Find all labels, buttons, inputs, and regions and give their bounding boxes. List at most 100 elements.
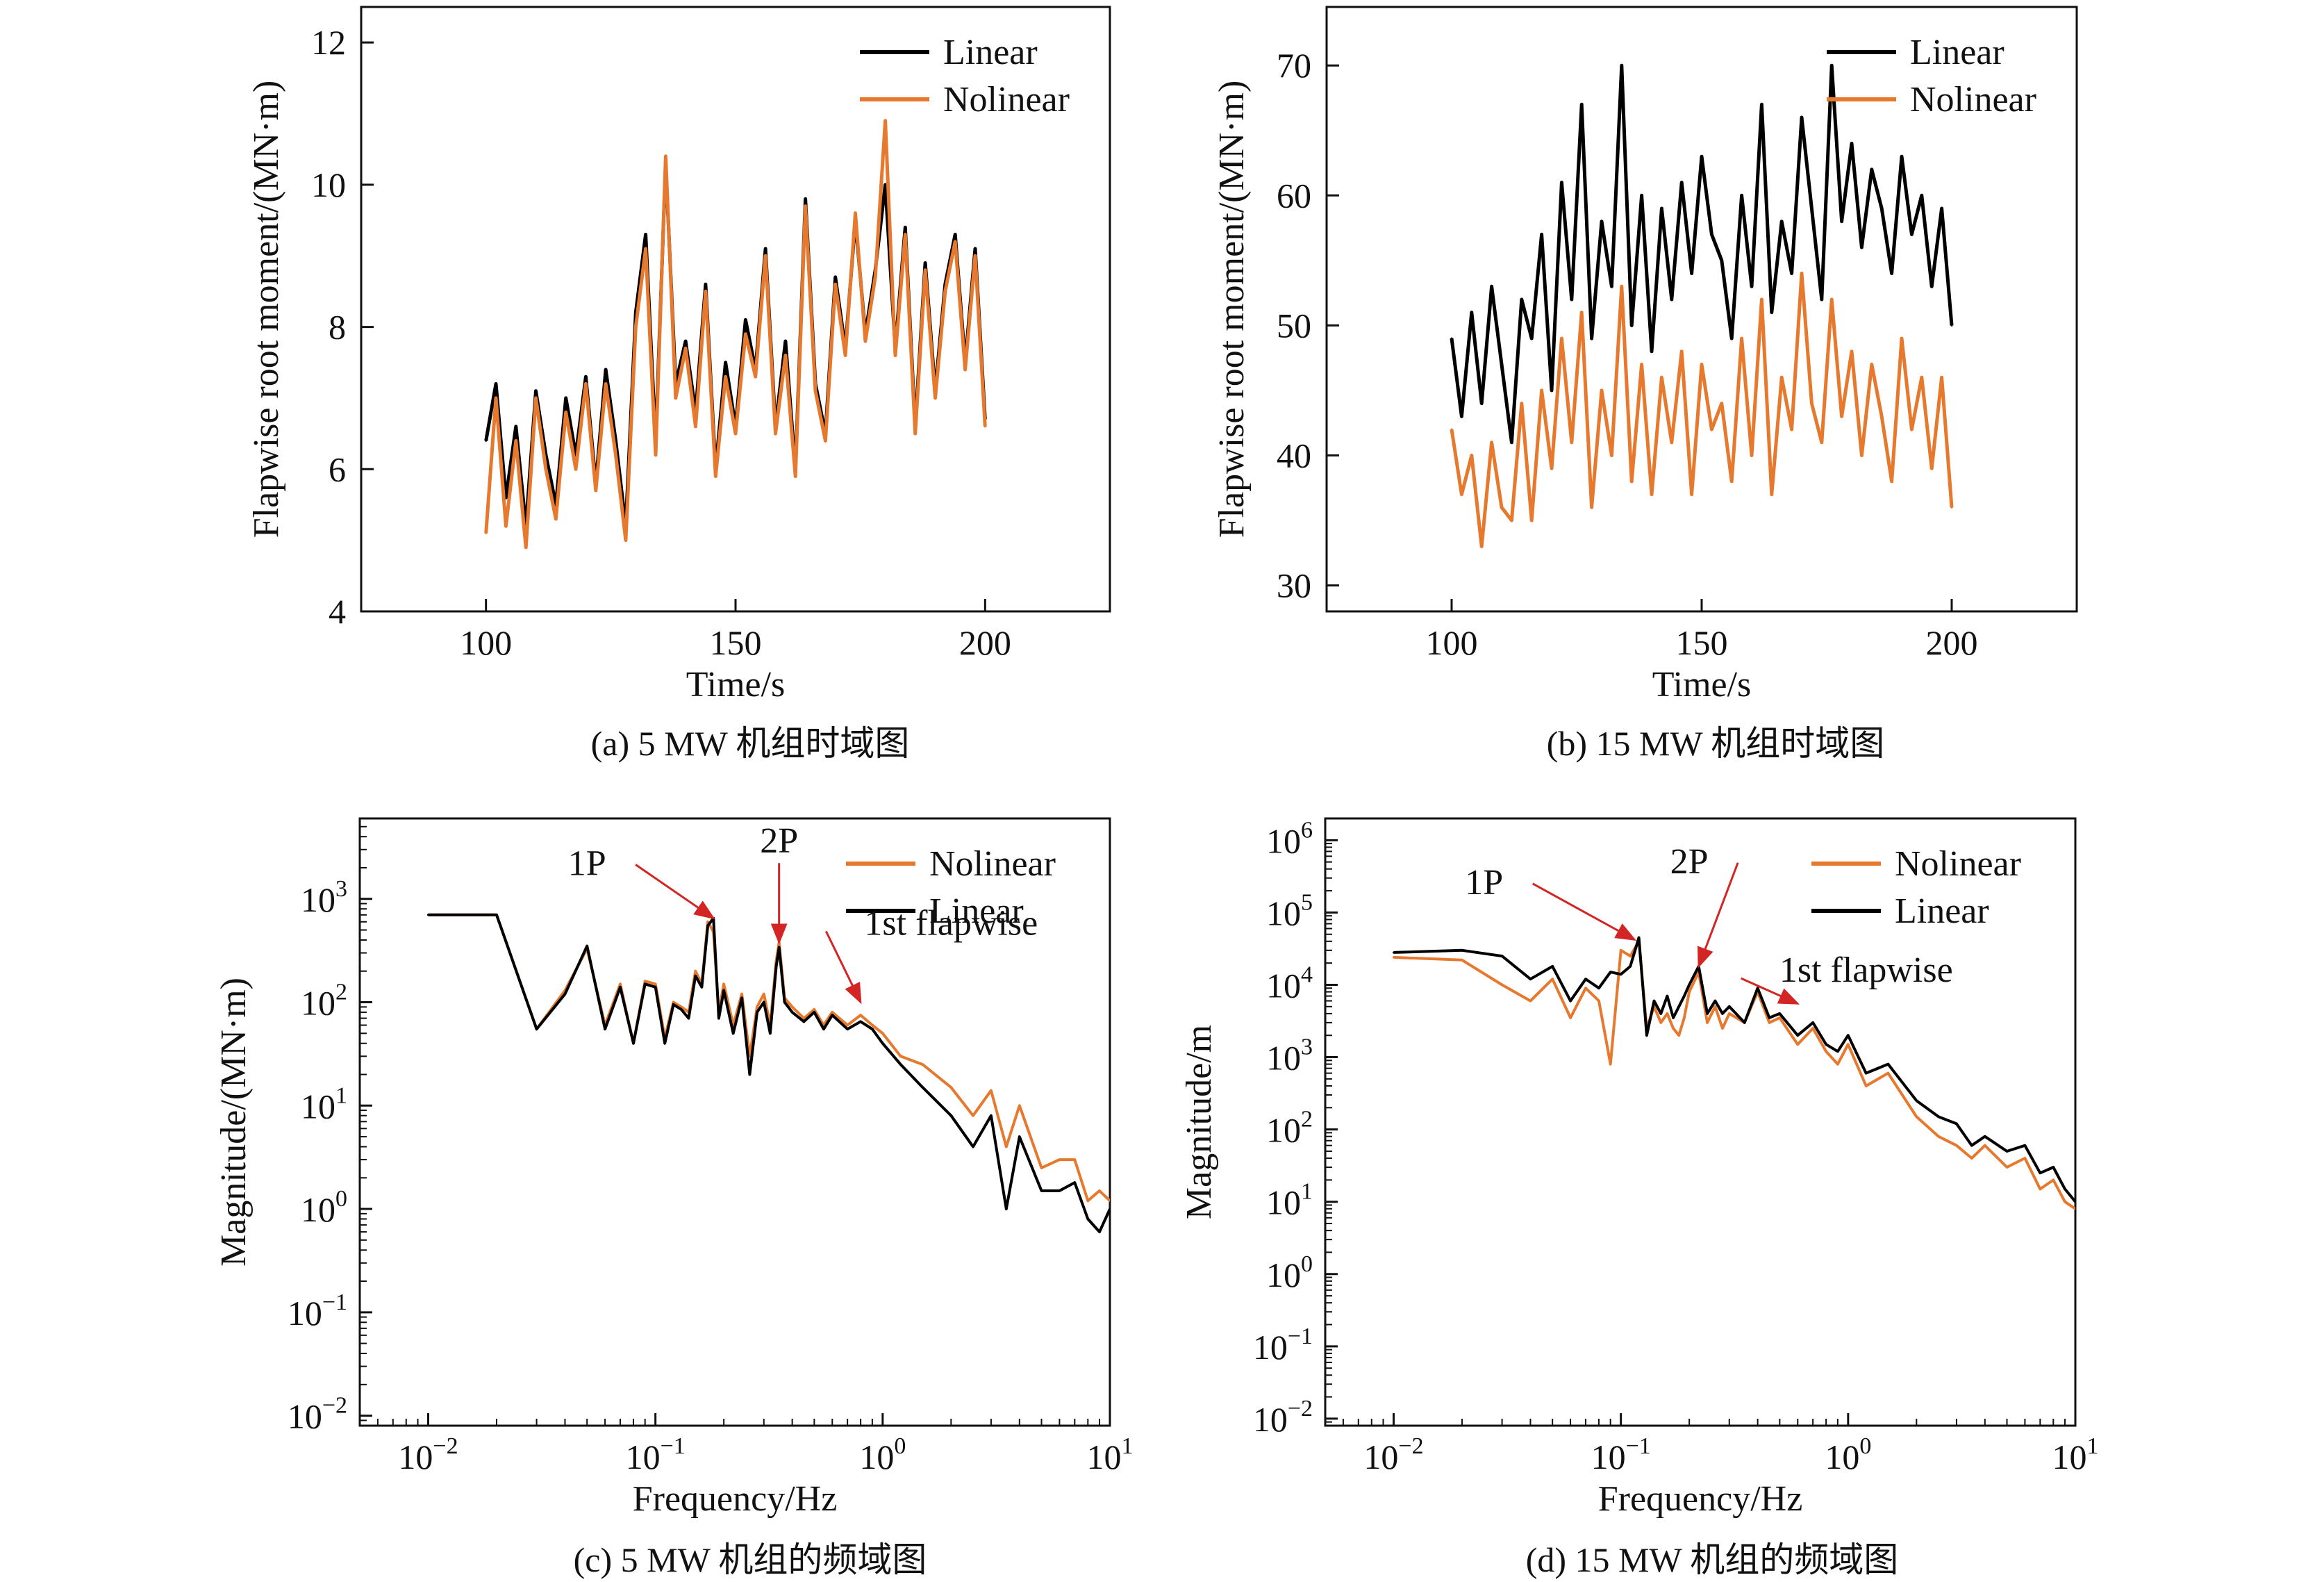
data-point-nolinear (1955, 1144, 1958, 1147)
x-axis-label: Frequency/Hz (633, 1479, 838, 1519)
y-tick-exp: 0 (1301, 1251, 1313, 1277)
data-point-linear (1501, 955, 1504, 957)
data-point-nolinear (2039, 1187, 2041, 1190)
data-point-linear (1666, 995, 1668, 998)
y-tick-label: 30 (1277, 566, 1311, 605)
x-tick-exp: −1 (1626, 1433, 1651, 1459)
caption-c: (c) 5 MW 机组的频域图 (573, 1540, 927, 1579)
data-point-nolinear (1570, 441, 1573, 444)
data-point-nolinear (921, 1063, 924, 1066)
data-point-nolinear (1659, 1021, 1662, 1024)
data-point-nolinear (1860, 454, 1863, 456)
data-point-nolinear (545, 468, 547, 470)
data-point-linear (1970, 1144, 1973, 1147)
data-point-linear (1530, 337, 1533, 340)
data-point-nolinear (871, 1024, 874, 1027)
y-tick-label: 104 (1266, 962, 1313, 1005)
data-point-nolinear (804, 205, 807, 208)
data-point-linear (1915, 1099, 1918, 1102)
series-line-nolinear (484, 119, 987, 550)
data-point-linear (1820, 298, 1823, 301)
data-point-nolinear (744, 333, 747, 336)
x-tick-label: 150 (1676, 623, 1728, 662)
data-point-linear (1109, 1208, 1110, 1210)
data-point-nolinear (859, 1014, 862, 1016)
data-point-nolinear (1850, 350, 1853, 353)
data-point-linear (1778, 1012, 1781, 1015)
data-point-linear (1480, 402, 1483, 405)
data-point-linear (732, 1032, 735, 1035)
data-point-nolinear (674, 397, 677, 399)
data-point-linear (740, 996, 743, 999)
data-point-linear (1780, 220, 1783, 223)
legend-b: Linear Nolinear (1827, 33, 2036, 120)
data-point-linear (1470, 311, 1473, 314)
data-point-nolinear (695, 425, 697, 428)
y-tick-base: 10 (288, 1397, 322, 1436)
data-point-linear (1741, 194, 1743, 197)
x-tick-exp: 0 (1859, 1433, 1871, 1459)
data-point-nolinear (1600, 389, 1603, 392)
y-tick-base: 10 (301, 1087, 335, 1126)
data-point-linear (1750, 285, 1753, 288)
y-axis-label: Flapwise root moment/(MN·m) (247, 81, 286, 538)
data-point-nolinear (672, 1001, 675, 1004)
data-point-linear (1659, 1012, 1662, 1015)
annotation-arrow (824, 930, 862, 1005)
x-axis-label: Frequency/Hz (1598, 1479, 1803, 1519)
data-point-nolinear (1691, 493, 1693, 496)
legend-d: Nolinear Linear (1811, 844, 2021, 931)
x-tick-label: 101 (2052, 1433, 2099, 1476)
data-point-nolinear (964, 368, 967, 371)
y-tick-base: 10 (1253, 1328, 1288, 1367)
annotations-c: 1P 2P 1st flapwise (568, 821, 1038, 1005)
series-group-a (484, 119, 987, 550)
data-point-nolinear (1683, 1016, 1686, 1019)
data-point-linear (1584, 978, 1587, 980)
y-tick-label: 101 (1266, 1179, 1313, 1222)
data-point-linear (1720, 259, 1723, 262)
x-tick-exp: −2 (1398, 1433, 1423, 1459)
data-point-linear (949, 1114, 952, 1117)
data-point-nolinear (924, 269, 927, 272)
data-point-nolinear (734, 432, 737, 435)
data-point-nolinear (574, 468, 577, 470)
data-point-linear (871, 1028, 874, 1030)
data-point-nolinear (1530, 519, 1533, 522)
data-point-linear (1730, 337, 1733, 340)
data-point-linear (2064, 1187, 2066, 1190)
data-point-nolinear (764, 254, 767, 257)
series-group-d (1392, 936, 2075, 1210)
y-tick-label: 60 (1277, 176, 1311, 215)
data-point-linear (485, 439, 488, 442)
data-point-nolinear (1950, 506, 1953, 509)
y-tick-label: 106 (1266, 817, 1313, 860)
data-point-linear (783, 1001, 786, 1004)
data-point-linear (831, 1014, 833, 1016)
data-point-nolinear (1915, 1115, 1918, 1118)
y-axis-label: Flapwise root moment/(MN·m) (1212, 81, 1252, 538)
data-point-nolinear (624, 539, 627, 542)
data-point-nolinear (831, 1011, 833, 1014)
data-point-nolinear (1650, 493, 1653, 496)
data-point-linear (1610, 285, 1613, 288)
data-point-linear (1743, 1021, 1746, 1024)
data-point-nolinear (634, 326, 637, 329)
data-point-nolinear (1768, 1021, 1770, 1024)
data-point-nolinear (1629, 955, 1632, 957)
data-point-linear (1910, 233, 1913, 236)
data-point-linear (1860, 246, 1863, 249)
data-point-nolinear (1461, 959, 1463, 962)
x-axis-label: Time/s (1652, 665, 1752, 705)
data-point-nolinear (554, 518, 557, 520)
data-point-linear (1629, 965, 1632, 968)
data-point-nolinear (1666, 1012, 1668, 1015)
y-tick-base: 10 (1266, 893, 1301, 932)
caption-b: (b) 15 MW 机组时域图 (1546, 724, 1885, 763)
data-point-nolinear (1591, 506, 1593, 509)
data-point-nolinear (1630, 480, 1633, 483)
data-point-linear (921, 1086, 924, 1089)
x-tick-base: 10 (1087, 1437, 1122, 1476)
x-tick-label: 150 (710, 623, 762, 662)
annotation-label: 1P (1465, 863, 1503, 903)
